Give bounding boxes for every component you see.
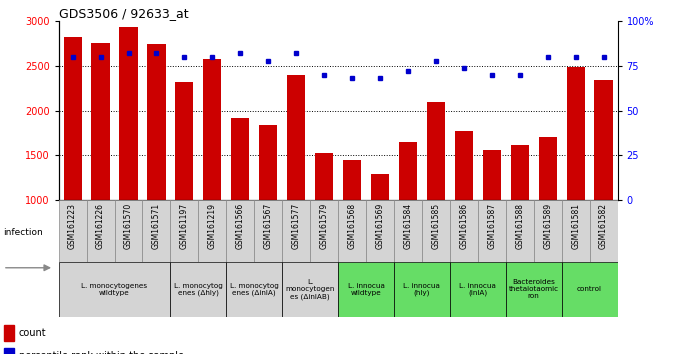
Bar: [4, 325, 14, 341]
Bar: [595, 80, 613, 289]
Bar: [539, 137, 557, 289]
Bar: [338, 262, 394, 317]
Bar: [170, 262, 226, 317]
Text: GSM161585: GSM161585: [431, 203, 440, 249]
Bar: [422, 200, 450, 262]
Bar: [92, 43, 110, 289]
Bar: [310, 200, 338, 262]
Bar: [59, 262, 170, 317]
Bar: [590, 200, 618, 262]
Bar: [226, 262, 282, 317]
Text: GSM161570: GSM161570: [124, 203, 133, 249]
Text: L. innocua
wildtype: L. innocua wildtype: [348, 283, 384, 296]
Text: GSM161586: GSM161586: [460, 203, 469, 249]
Bar: [506, 200, 534, 262]
Bar: [63, 37, 81, 289]
Bar: [338, 200, 366, 262]
Bar: [478, 200, 506, 262]
Bar: [226, 200, 255, 262]
Text: L. monocytog
enes (ΔinlA): L. monocytog enes (ΔinlA): [230, 282, 279, 296]
Bar: [170, 200, 199, 262]
Bar: [394, 262, 450, 317]
Text: L. monocytogenes
wildtype: L. monocytogenes wildtype: [81, 283, 148, 296]
Bar: [115, 200, 143, 262]
Text: GSM161223: GSM161223: [68, 203, 77, 249]
Bar: [399, 142, 417, 289]
Text: L. monocytog
enes (Δhly): L. monocytog enes (Δhly): [174, 282, 223, 296]
Text: GSM161197: GSM161197: [180, 203, 189, 249]
Bar: [199, 200, 226, 262]
Text: count: count: [19, 328, 46, 338]
Text: GSM161579: GSM161579: [319, 203, 328, 249]
Text: GSM161588: GSM161588: [515, 203, 524, 249]
Bar: [366, 200, 394, 262]
Bar: [87, 200, 115, 262]
Text: GSM161584: GSM161584: [404, 203, 413, 249]
Bar: [566, 67, 584, 289]
Text: GSM161587: GSM161587: [487, 203, 496, 249]
Bar: [506, 262, 562, 317]
Bar: [143, 200, 170, 262]
Text: infection: infection: [3, 228, 43, 237]
Bar: [562, 262, 618, 317]
Text: L. innocua
(inlA): L. innocua (inlA): [460, 282, 496, 296]
Bar: [259, 125, 277, 289]
Text: L. innocua
(hly): L. innocua (hly): [404, 282, 440, 296]
Bar: [394, 200, 422, 262]
Bar: [427, 102, 445, 289]
Text: GSM161567: GSM161567: [264, 203, 273, 249]
Bar: [511, 145, 529, 289]
Bar: [450, 262, 506, 317]
Bar: [4, 348, 14, 354]
Text: GSM161571: GSM161571: [152, 203, 161, 249]
Bar: [282, 200, 310, 262]
Text: GSM161569: GSM161569: [375, 203, 384, 249]
Text: control: control: [577, 286, 602, 292]
Bar: [175, 82, 193, 289]
Text: GSM161219: GSM161219: [208, 203, 217, 249]
Text: GDS3506 / 92633_at: GDS3506 / 92633_at: [59, 7, 188, 20]
Bar: [315, 153, 333, 289]
Bar: [119, 27, 137, 289]
Bar: [534, 200, 562, 262]
Text: L.
monocytogen
es (ΔinlAB): L. monocytogen es (ΔinlAB): [286, 279, 335, 299]
Bar: [204, 59, 221, 289]
Bar: [255, 200, 282, 262]
Bar: [282, 262, 338, 317]
Text: GSM161226: GSM161226: [96, 203, 105, 249]
Text: percentile rank within the sample: percentile rank within the sample: [19, 351, 184, 354]
Bar: [483, 150, 501, 289]
Text: GSM161582: GSM161582: [599, 203, 608, 249]
Text: GSM161581: GSM161581: [571, 203, 580, 249]
Bar: [287, 75, 305, 289]
Bar: [371, 174, 389, 289]
Bar: [562, 200, 590, 262]
Text: Bacteroides
thetaiotaomic
ron: Bacteroides thetaiotaomic ron: [509, 279, 559, 299]
Bar: [148, 45, 166, 289]
Text: GSM161589: GSM161589: [543, 203, 552, 249]
Text: GSM161568: GSM161568: [348, 203, 357, 249]
Bar: [343, 160, 361, 289]
Bar: [455, 131, 473, 289]
Bar: [59, 200, 87, 262]
Text: GSM161566: GSM161566: [236, 203, 245, 249]
Text: GSM161577: GSM161577: [292, 203, 301, 249]
Bar: [450, 200, 478, 262]
Bar: [231, 118, 249, 289]
